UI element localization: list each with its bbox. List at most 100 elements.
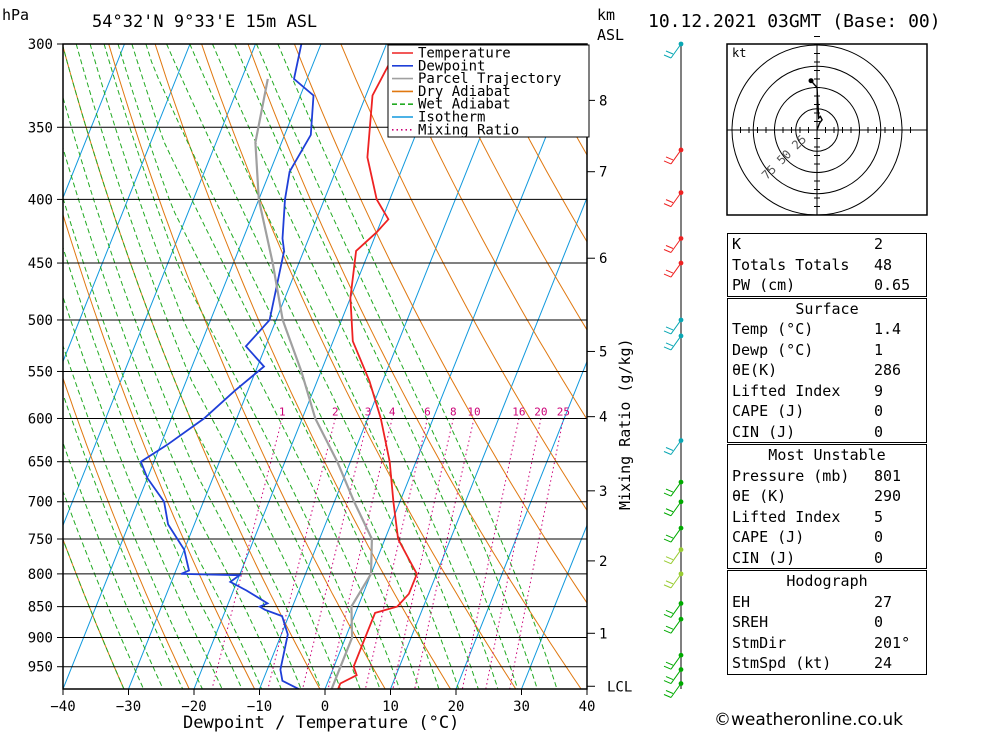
km-tick-label: 2 — [599, 554, 607, 570]
temperature-tick-label: 30 — [513, 699, 530, 715]
asl-unit: ASL — [597, 26, 624, 44]
axis-ticks: 3003504004505005506006507007508008509009… — [28, 37, 633, 715]
wet-adiabat-line — [63, 196, 263, 689]
legend-entry: Isotherm — [418, 110, 485, 126]
isotherm-line — [63, 44, 322, 689]
wet-adiabat-line — [63, 344, 203, 689]
km-tick-label: 6 — [599, 251, 607, 267]
wind-barb — [663, 669, 682, 685]
mixing-ratio-labels: 1 2 3 4 6 8 10 16 20 25 — [279, 405, 570, 418]
wind-barb — [663, 43, 682, 59]
wind-barb — [663, 262, 682, 278]
pressure-tick-label: 700 — [28, 495, 53, 511]
index-label: CAPE (J) — [732, 528, 805, 546]
index-value: 801 — [874, 466, 902, 485]
background-lines — [63, 44, 587, 689]
wet-adiabat-line — [145, 44, 440, 689]
mixing-ratio-label: 6 — [424, 405, 431, 418]
copyright-footer: ©weatheronline.co.uk — [714, 710, 904, 730]
wind-barb — [663, 238, 682, 253]
index-label: StmSpd (kt) — [732, 654, 832, 672]
legend-entry: Parcel Trajectory — [418, 71, 561, 87]
most-unstable-table: Most Unstable Pressure (mb) 801 θE (K) 290 Li… — [727, 444, 927, 569]
index-row: Temp (°C) 1.4 — [728, 319, 927, 340]
general-indices-table: K 2 Totals Totals 48 PW (cm) 0.65 — [727, 233, 927, 297]
isotherm-line — [259, 44, 518, 689]
wet-adiabat-line — [212, 44, 499, 689]
index-label: Lifted Index — [732, 507, 841, 526]
mixing-ratio-label: 16 — [512, 405, 525, 418]
index-label: Dewp (°C) — [732, 340, 814, 359]
plot-frame — [62, 43, 588, 690]
isotherm-line — [63, 44, 256, 527]
wet-adiabat-line — [103, 44, 381, 689]
mixing-ratio-line — [267, 418, 336, 689]
dewpoint-line — [139, 44, 315, 689]
pressure-tick-label: 900 — [28, 631, 53, 647]
temperature-tick-label: −20 — [181, 699, 206, 715]
index-value: 0 — [874, 613, 884, 631]
legend-entry: Dry Adiabat — [418, 84, 511, 100]
legend-entry: Mixing Ratio — [418, 122, 519, 138]
index-value: 0 — [874, 548, 884, 567]
mixing-ratio-line — [392, 418, 454, 689]
mixing-ratio-line — [211, 418, 283, 689]
index-label: StmDir — [732, 633, 787, 652]
isotherm-line — [128, 44, 387, 689]
km-tick-label: 7 — [599, 165, 607, 181]
wet-adiabat-line — [63, 295, 223, 689]
index-value: 2 — [874, 235, 884, 253]
wind-barb — [663, 549, 682, 565]
isotherm-line — [324, 44, 584, 689]
wet-adiabat-line — [256, 44, 538, 689]
index-row: CAPE (J) 0 — [728, 401, 927, 422]
wet-adiabat-line — [63, 146, 282, 689]
dry-adiabat-line — [340, 44, 587, 512]
data-series — [139, 44, 418, 689]
wind-barb — [663, 481, 682, 497]
wet-adiabat-line — [63, 44, 322, 689]
isotherm-line — [390, 196, 587, 689]
temperature-tick-label: −10 — [247, 699, 272, 715]
parcel-trajectory-line — [254, 78, 374, 689]
legend-entry: Temperature — [418, 46, 511, 62]
wind-barbs — [663, 41, 684, 698]
index-value: 201° — [874, 633, 911, 652]
wet-adiabat-line — [234, 44, 519, 689]
wet-adiabat-line — [117, 44, 401, 689]
index-value: 0 — [874, 402, 884, 420]
pressure-tick-label: 750 — [28, 532, 53, 548]
wind-barb — [663, 319, 682, 335]
index-label: CAPE (J) — [732, 402, 805, 420]
mixing-ratio-label: 2 — [332, 405, 339, 418]
wet-adiabat-line — [63, 538, 125, 689]
index-value: 48 — [874, 255, 893, 274]
index-row: Lifted Index 9 — [728, 381, 927, 402]
pressure-tick-label: 600 — [28, 411, 53, 427]
location-title: 54°32'N 9°33'E 15m ASL — [92, 12, 317, 32]
index-label: K — [732, 235, 742, 253]
index-row: CAPE (J) 0 — [728, 527, 927, 548]
wind-barb — [663, 335, 682, 351]
wet-adiabat-line — [131, 44, 420, 689]
index-row: PW (cm) 0.65 — [728, 275, 927, 296]
dry-adiabat-line — [479, 44, 587, 243]
plot-border — [62, 43, 588, 690]
mixing-ratio-label: 20 — [534, 405, 547, 418]
index-row: Lifted Index 5 — [728, 507, 927, 528]
index-row: SREH 0 — [728, 612, 927, 633]
wet-adiabat-line — [75, 44, 341, 689]
temperature-tick-label: 40 — [579, 699, 596, 715]
mixing-ratio-line — [414, 418, 475, 689]
mixing-ratio-label: 1 — [279, 405, 286, 418]
datetime-title: 10.12.2021 03GMT (Base: 00) — [648, 11, 941, 32]
index-value: 286 — [874, 361, 902, 379]
legend-entry: Wet Adiabat — [418, 97, 511, 113]
temperature-tick-label: 0 — [321, 699, 329, 715]
table-section-title: Most Unstable — [727, 444, 927, 466]
index-value: 290 — [874, 487, 902, 505]
indices-panel: K 2 Totals Totals 48 PW (cm) 0.65 Surface Temp… — [727, 233, 927, 675]
index-row: Dewp (°C) 1 — [728, 340, 927, 361]
wind-barb — [663, 527, 682, 543]
